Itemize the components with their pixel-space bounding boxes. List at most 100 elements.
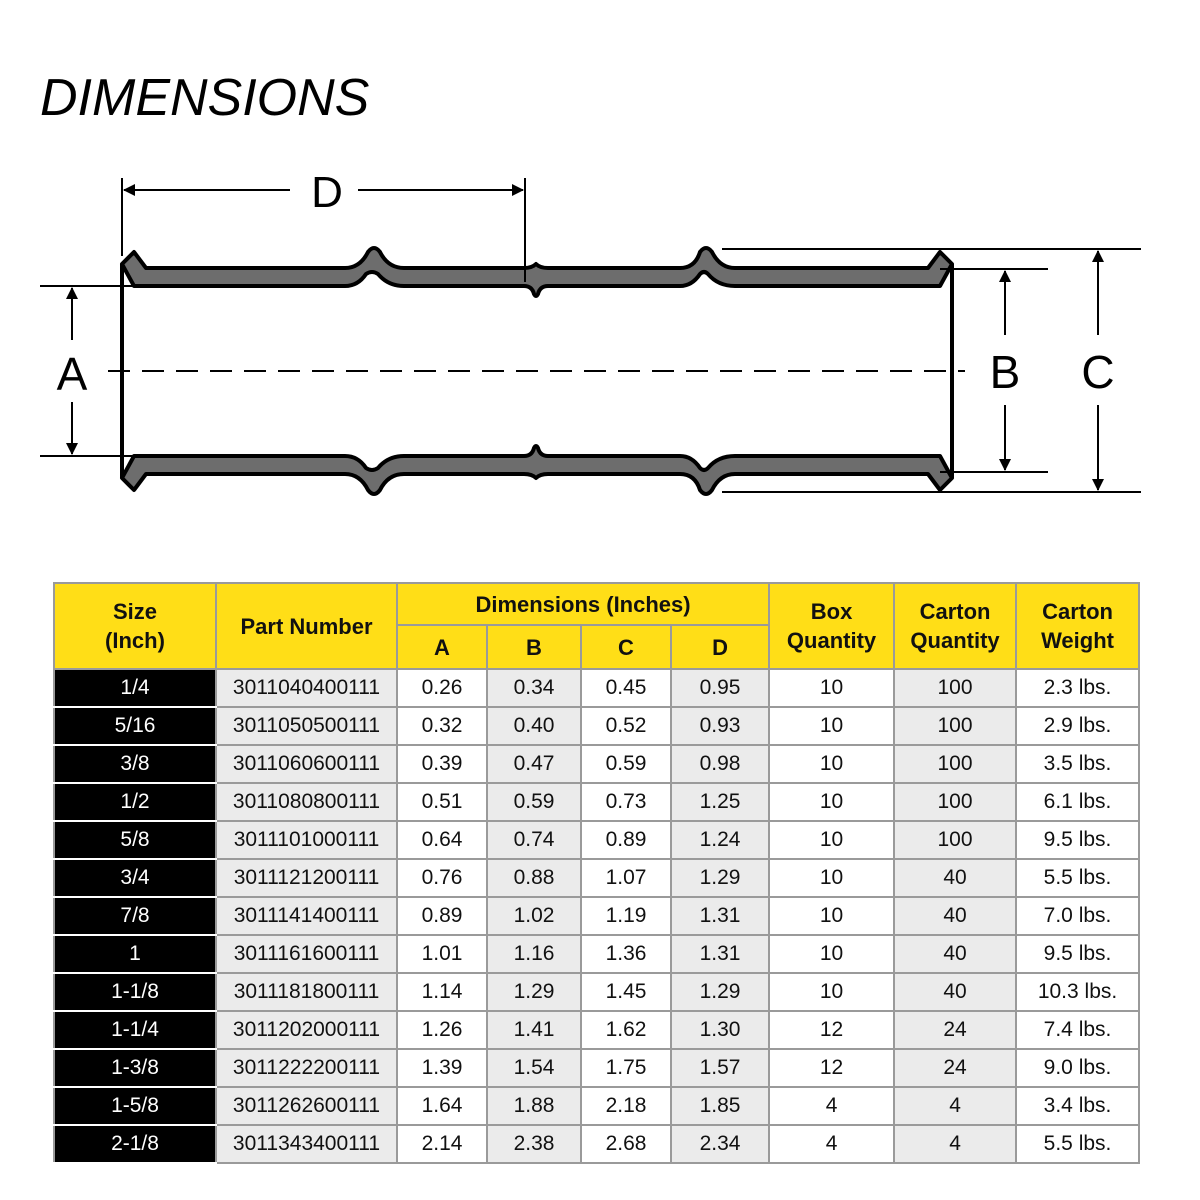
cell-dim-d: 1.31 [669,934,771,974]
table-row: 1 3011161600111 1.01 1.16 1.36 1.31 10 40 9.5 lb… [53,934,1141,974]
cell-carton-weight: 5.5 lbs. [1015,1124,1141,1164]
cell-dim-d: 1.29 [669,972,771,1012]
cell-part-number: 3011101000111 [215,820,398,860]
header-b: B [486,624,582,670]
cell-dim-c: 1.62 [580,1010,672,1050]
header-dimensions: Dimensions (Inches) [395,582,771,626]
cell-dim-a: 1.26 [396,1010,488,1050]
pipe-top-wall [120,246,954,298]
table-row: 1-1/8 3011181800111 1.14 1.29 1.45 1.29 10 40 10… [53,972,1141,1012]
cell-dim-a: 0.89 [396,896,488,936]
cell-size: 1-5/8 [53,1086,217,1126]
cell-box-quantity: 4 [768,1086,896,1126]
cell-dim-c: 0.45 [580,668,672,708]
cell-dim-b: 0.59 [486,782,582,822]
cell-size: 1-3/8 [53,1048,217,1088]
cell-dim-c: 0.59 [580,744,672,784]
cell-dim-b: 0.47 [486,744,582,784]
coupling-diagram: D A B C [40,168,1141,496]
cell-size: 7/8 [53,896,217,936]
table-row: 1/4 3011040400111 0.26 0.34 0.45 0.95 10 100 2.3… [53,668,1141,708]
header-size: Size (Inch) [53,582,217,670]
cell-carton-quantity: 100 [893,668,1018,708]
cell-dim-b: 1.41 [486,1010,582,1050]
table-row: 3/4 3011121200111 0.76 0.88 1.07 1.29 10 40 5.5 … [53,858,1141,898]
cell-dim-a: 0.26 [396,668,488,708]
cell-carton-weight: 7.0 lbs. [1015,896,1141,936]
cell-part-number: 3011050500111 [215,706,398,746]
cell-carton-quantity: 100 [893,706,1018,746]
cell-dim-c: 2.68 [580,1124,672,1164]
cell-dim-a: 1.14 [396,972,488,1012]
cell-dim-a: 0.32 [396,706,488,746]
cell-dim-d: 1.31 [669,896,771,936]
cell-part-number: 3011222200111 [215,1048,398,1088]
cell-box-quantity: 10 [768,896,896,936]
cell-size: 2-1/8 [53,1124,217,1164]
cell-dim-b: 1.29 [486,972,582,1012]
dimension-label-c: C [1081,346,1114,398]
cell-carton-quantity: 4 [893,1124,1018,1164]
cell-size: 5/16 [53,706,217,746]
cell-dim-b: 0.88 [486,858,582,898]
cell-dim-a: 0.51 [396,782,488,822]
cell-size: 1/4 [53,668,217,708]
table-row: 1-1/4 3011202000111 1.26 1.41 1.62 1.30 12 24 7.… [53,1010,1141,1050]
cell-box-quantity: 10 [768,668,896,708]
cell-dim-d: 1.25 [669,782,771,822]
cell-dim-d: 0.98 [669,744,771,784]
cell-size: 1-1/4 [53,1010,217,1050]
cell-carton-weight: 9.5 lbs. [1015,934,1141,974]
cell-dim-a: 0.76 [396,858,488,898]
cell-part-number: 3011202000111 [215,1010,398,1050]
cell-dim-c: 0.89 [580,820,672,860]
cell-size: 5/8 [53,820,217,860]
cell-carton-quantity: 100 [893,744,1018,784]
cell-box-quantity: 10 [768,706,896,746]
cell-size: 1-1/8 [53,972,217,1012]
cell-dim-c: 0.52 [580,706,672,746]
cell-dim-c: 1.36 [580,934,672,974]
dimension-label-b: B [990,346,1021,398]
cell-dim-c: 1.75 [580,1048,672,1088]
cell-box-quantity: 10 [768,972,896,1012]
table-row: 1-5/8 3011262600111 1.64 1.88 2.18 1.85 4 4 3.4 … [53,1086,1141,1126]
cell-box-quantity: 12 [768,1010,896,1050]
table-row: 5/8 3011101000111 0.64 0.74 0.89 1.24 10 100 9.5… [53,820,1141,860]
cell-carton-weight: 10.3 lbs. [1015,972,1141,1012]
table-row: 3/8 3011060600111 0.39 0.47 0.59 0.98 10 100 3.5… [53,744,1141,784]
header-d: D [669,624,771,670]
table-row: 1-3/8 3011222200111 1.39 1.54 1.75 1.57 12 24 9.… [53,1048,1141,1088]
header-carton-quantity: Carton Quantity [893,582,1018,670]
cell-part-number: 3011121200111 [215,858,398,898]
table-row: 7/8 3011141400111 0.89 1.02 1.19 1.31 10 40 7.0 … [53,896,1141,936]
header-a: A [396,624,488,670]
header-part-number: Part Number [215,582,398,670]
cell-dim-a: 0.64 [396,820,488,860]
cell-box-quantity: 10 [768,744,896,784]
cell-box-quantity: 10 [768,858,896,898]
cell-box-quantity: 4 [768,1124,896,1164]
cell-carton-weight: 3.5 lbs. [1015,744,1141,784]
cell-box-quantity: 10 [768,782,896,822]
cell-dim-a: 0.39 [396,744,488,784]
cell-carton-quantity: 24 [893,1010,1018,1050]
cell-part-number: 3011161600111 [215,934,398,974]
cell-dim-c: 1.07 [580,858,672,898]
cell-carton-quantity: 40 [893,896,1018,936]
cell-part-number: 3011343400111 [215,1124,398,1164]
header-carton-weight: Carton Weight [1015,582,1141,670]
cell-dim-d: 0.93 [669,706,771,746]
cell-carton-quantity: 100 [893,820,1018,860]
cell-carton-weight: 6.1 lbs. [1015,782,1141,822]
cell-carton-weight: 5.5 lbs. [1015,858,1141,898]
cell-dim-a: 1.39 [396,1048,488,1088]
cell-carton-weight: 2.9 lbs. [1015,706,1141,746]
cell-carton-weight: 9.5 lbs. [1015,820,1141,860]
cell-dim-a: 2.14 [396,1124,488,1164]
header-box-quantity: Box Quantity [768,582,896,670]
cell-dim-a: 1.64 [396,1086,488,1126]
cell-size: 1/2 [53,782,217,822]
cell-size: 1 [53,934,217,974]
cell-part-number: 3011262600111 [215,1086,398,1126]
